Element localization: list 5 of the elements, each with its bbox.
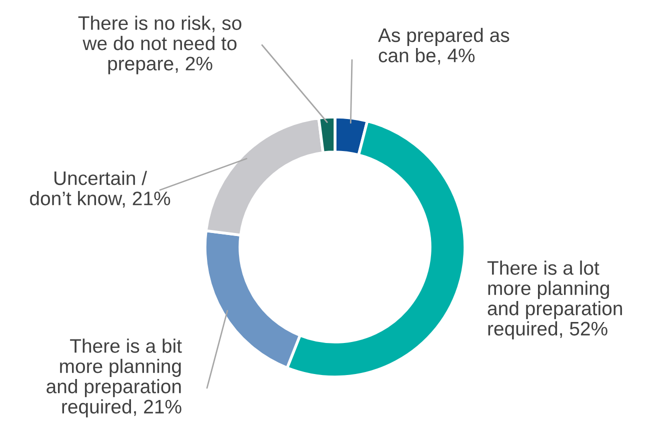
slice-label: There is no risk, so we do not need to prepare, 2%	[78, 16, 242, 74]
slice-label: Uncertain / don’t know, 21%	[30, 170, 170, 208]
slice-label: There is a bit more planning and preparation required, 21%	[46, 338, 182, 418]
slice-label: As prepared as can be, 4%	[378, 28, 510, 65]
slice-label: There is a lot more planning and preparation required, 52%	[487, 260, 622, 340]
